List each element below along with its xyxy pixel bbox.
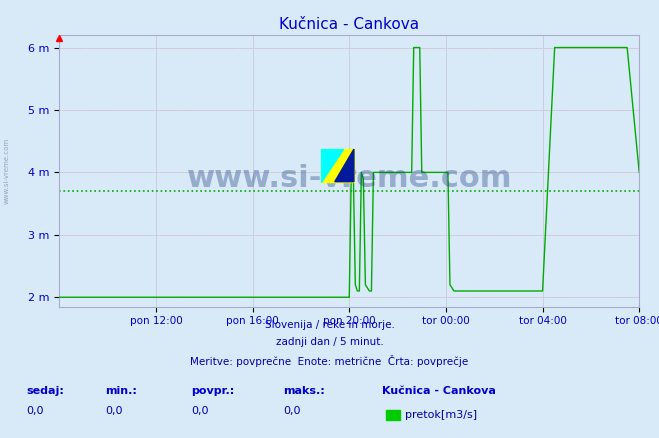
Text: www.si-vreme.com: www.si-vreme.com bbox=[186, 164, 512, 194]
Title: Kučnica - Cankova: Kučnica - Cankova bbox=[279, 18, 419, 32]
Text: Kučnica - Cankova: Kučnica - Cankova bbox=[382, 386, 496, 396]
Text: sedaj:: sedaj: bbox=[26, 386, 64, 396]
Bar bbox=[322, 149, 354, 182]
Text: 0,0: 0,0 bbox=[26, 406, 44, 416]
Text: pretok[m3/s]: pretok[m3/s] bbox=[405, 410, 477, 420]
Text: min.:: min.: bbox=[105, 386, 137, 396]
Text: 0,0: 0,0 bbox=[283, 406, 301, 416]
Text: Meritve: povprečne  Enote: metrične  Črta: povprečje: Meritve: povprečne Enote: metrične Črta:… bbox=[190, 355, 469, 367]
Text: maks.:: maks.: bbox=[283, 386, 325, 396]
Text: 0,0: 0,0 bbox=[105, 406, 123, 416]
Text: zadnji dan / 5 minut.: zadnji dan / 5 minut. bbox=[275, 337, 384, 347]
Text: www.si-vreme.com: www.si-vreme.com bbox=[3, 138, 10, 204]
Text: povpr.:: povpr.: bbox=[191, 386, 235, 396]
Text: Slovenija / reke in morje.: Slovenija / reke in morje. bbox=[264, 320, 395, 330]
Polygon shape bbox=[335, 149, 354, 182]
Polygon shape bbox=[322, 149, 343, 182]
Text: 0,0: 0,0 bbox=[191, 406, 209, 416]
